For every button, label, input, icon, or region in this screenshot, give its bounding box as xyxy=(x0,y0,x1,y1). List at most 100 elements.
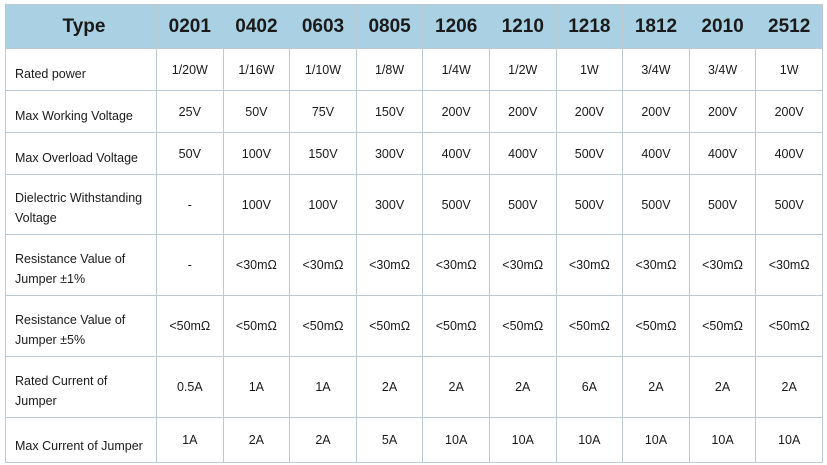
table-cell-0805: 150V xyxy=(355,90,424,133)
header-size-1218: 1218 xyxy=(555,4,624,49)
table-cell-1210: 500V xyxy=(488,174,557,235)
header-row: Type 0201 0402 0603 0805 1206 1210 1218 … xyxy=(5,4,823,49)
table-cell-1206: 10A xyxy=(422,417,490,463)
table-cell-1218: 6A xyxy=(555,356,624,418)
table-cell-0201: <50mΩ xyxy=(156,295,224,357)
table-cell-0201: - xyxy=(156,234,224,296)
table-cell-1812: 3/4W xyxy=(622,48,690,91)
table-row: Dielectric Withstanding Voltage -100V 100V… xyxy=(5,174,823,235)
table-cell-0603: <50mΩ xyxy=(289,295,357,357)
header-size-2512: 2512 xyxy=(755,4,823,49)
table-cell-1210: 1/2W xyxy=(488,48,557,91)
header-size-1206: 1206 xyxy=(422,4,490,49)
table-row: Max Working Voltage 25V 50V 75V 150V 200V 200V… xyxy=(5,90,823,133)
row-label: Max Working Voltage xyxy=(5,90,157,133)
table-cell-0201: 25V xyxy=(156,90,224,133)
table-cell-1206: 1/4W xyxy=(422,48,490,91)
table-cell-2010: 2A xyxy=(688,356,757,418)
table-cell-0402: 1A xyxy=(222,356,291,418)
table-cell-0603: 100V xyxy=(289,174,357,235)
table-cell-0201: 1/20W xyxy=(156,48,224,91)
table-cell-2010: <50mΩ xyxy=(688,295,757,357)
table-cell-1210: 200V xyxy=(488,90,557,133)
table-cell-2010: 400V xyxy=(688,132,757,175)
table-cell-1206: <50mΩ xyxy=(422,295,490,357)
table-cell-0603: 150V xyxy=(289,132,357,175)
header-size-1812: 1812 xyxy=(622,4,690,49)
table-cell-2010: <30mΩ xyxy=(688,234,757,296)
table-cell-1812: 10A xyxy=(622,417,690,463)
table-cell-1210: 2A xyxy=(488,356,557,418)
table-cell-0201: 50V xyxy=(156,132,224,175)
table-cell-0402: 1/16W xyxy=(222,48,291,91)
table-cell-0402: 2A xyxy=(222,417,291,463)
header-size-1210: 1210 xyxy=(488,4,557,49)
table-cell-1206: 2A xyxy=(422,356,490,418)
table-cell-1206: 400V xyxy=(422,132,490,175)
table-cell-0201: - xyxy=(156,174,224,235)
header-size-0402: 0402 xyxy=(222,4,291,49)
table-cell-1812: 2A xyxy=(622,356,690,418)
table-cell-1812: 400V xyxy=(622,132,690,175)
header-size-2010: 2010 xyxy=(688,4,757,49)
row-label: Dielectric Withstanding Voltage xyxy=(5,174,157,235)
table-cell-1218: 10A xyxy=(555,417,624,463)
table-cell-0402: 100V xyxy=(222,174,291,235)
table-cell-0402: <30mΩ xyxy=(222,234,291,296)
row-label: Max Current of Jumper xyxy=(5,417,157,463)
table-cell-2010: 500V xyxy=(688,174,757,235)
row-label: Resistance Value of Jumper ±1% xyxy=(5,234,157,296)
table-cell-0603: 1/10W xyxy=(289,48,357,91)
table-row: Rated power 1/20W 1/16W 1/10W 1/8W 1/4W 1/2W 1W… xyxy=(5,48,823,91)
table-row: Max Current of Jumper 1A 2A 2A 5A 10A 10A 10A 10… xyxy=(5,417,823,463)
table-row: Rated Current of Jumper 0.5A 1A 1A 2A 2A 2A 6A 2… xyxy=(5,356,823,418)
table-cell-0805: 5A xyxy=(355,417,424,463)
table-cell-0805: <50mΩ xyxy=(355,295,424,357)
table-cell-1812: 500V xyxy=(622,174,690,235)
table-cell-1218: 500V xyxy=(555,132,624,175)
table-cell-0805: <30mΩ xyxy=(355,234,424,296)
table-cell-1210: <30mΩ xyxy=(488,234,557,296)
table-cell-2010: 3/4W xyxy=(688,48,757,91)
row-label: Resistance Value of Jumper ±5% xyxy=(5,295,157,357)
table-cell-2512: <30mΩ xyxy=(755,234,823,296)
table-cell-1206: 500V xyxy=(422,174,490,235)
table-cell-0805: 1/8W xyxy=(355,48,424,91)
table-cell-2512: 1W xyxy=(755,48,823,91)
header-size-0805: 0805 xyxy=(355,4,424,49)
spec-table-body: Rated power 1/20W 1/16W 1/10W 1/8W 1/4W 1/2W 1W… xyxy=(5,48,823,463)
table-cell-2512: 500V xyxy=(755,174,823,235)
table-cell-1812: <30mΩ xyxy=(622,234,690,296)
table-row: Resistance Value of Jumper ±5% <50mΩ <50mΩ… xyxy=(5,295,823,357)
row-label: Rated power xyxy=(5,48,157,91)
table-cell-1218: 200V xyxy=(555,90,624,133)
table-cell-0603: <30mΩ xyxy=(289,234,357,296)
header-size-0201: 0201 xyxy=(156,4,224,49)
table-cell-1812: <50mΩ xyxy=(622,295,690,357)
table-cell-1210: 400V xyxy=(488,132,557,175)
table-cell-1210: <50mΩ xyxy=(488,295,557,357)
table-cell-0805: 300V xyxy=(355,174,424,235)
table-cell-1218: 1W xyxy=(555,48,624,91)
table-cell-0805: 300V xyxy=(355,132,424,175)
table-cell-0402: <50mΩ xyxy=(222,295,291,357)
table-cell-1218: <50mΩ xyxy=(555,295,624,357)
table-cell-0402: 100V xyxy=(222,132,291,175)
table-cell-2512: 200V xyxy=(755,90,823,133)
row-label: Rated Current of Jumper xyxy=(5,356,157,418)
table-cell-0201: 1A xyxy=(156,417,224,463)
table-cell-1206: <30mΩ xyxy=(422,234,490,296)
table-cell-0805: 2A xyxy=(355,356,424,418)
table-cell-2010: 10A xyxy=(688,417,757,463)
table-cell-2512: 10A xyxy=(755,417,823,463)
table-cell-1210: 10A xyxy=(488,417,557,463)
header-type: Type xyxy=(5,4,157,49)
header-size-0603: 0603 xyxy=(289,4,357,49)
table-cell-0402: 50V xyxy=(222,90,291,133)
table-cell-2512: 2A xyxy=(755,356,823,418)
table-cell-1218: 500V xyxy=(555,174,624,235)
table-row: Max Overload Voltage 50V 100V 150V 300V 400V 4… xyxy=(5,132,823,175)
row-label: Max Overload Voltage xyxy=(5,132,157,175)
table-cell-1812: 200V xyxy=(622,90,690,133)
table-cell-2512: <50mΩ xyxy=(755,295,823,357)
